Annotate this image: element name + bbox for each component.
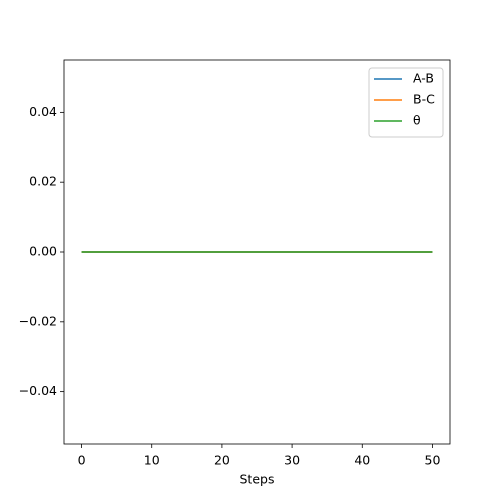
y-tick-label: −0.02 xyxy=(19,313,57,328)
legend-label: B-C xyxy=(413,92,435,107)
axes-frame xyxy=(63,59,451,445)
x-tick-label: 10 xyxy=(144,453,160,468)
legend-label: A-B xyxy=(413,71,434,86)
y-tick-label: 0.04 xyxy=(29,104,57,119)
x-tick-label: 30 xyxy=(284,453,300,468)
legend-label: θ xyxy=(413,113,421,128)
y-tick-label: −0.04 xyxy=(19,383,57,398)
x-tick-label: 0 xyxy=(78,453,86,468)
y-tick-label: 0.02 xyxy=(29,174,57,189)
x-tick-label: 50 xyxy=(425,453,441,468)
legend-box xyxy=(368,67,444,138)
x-tick-label: 40 xyxy=(354,453,370,468)
x-tick-label: 20 xyxy=(214,453,230,468)
x-axis-label: Steps xyxy=(240,472,275,487)
y-tick-label: 0.00 xyxy=(29,244,57,259)
